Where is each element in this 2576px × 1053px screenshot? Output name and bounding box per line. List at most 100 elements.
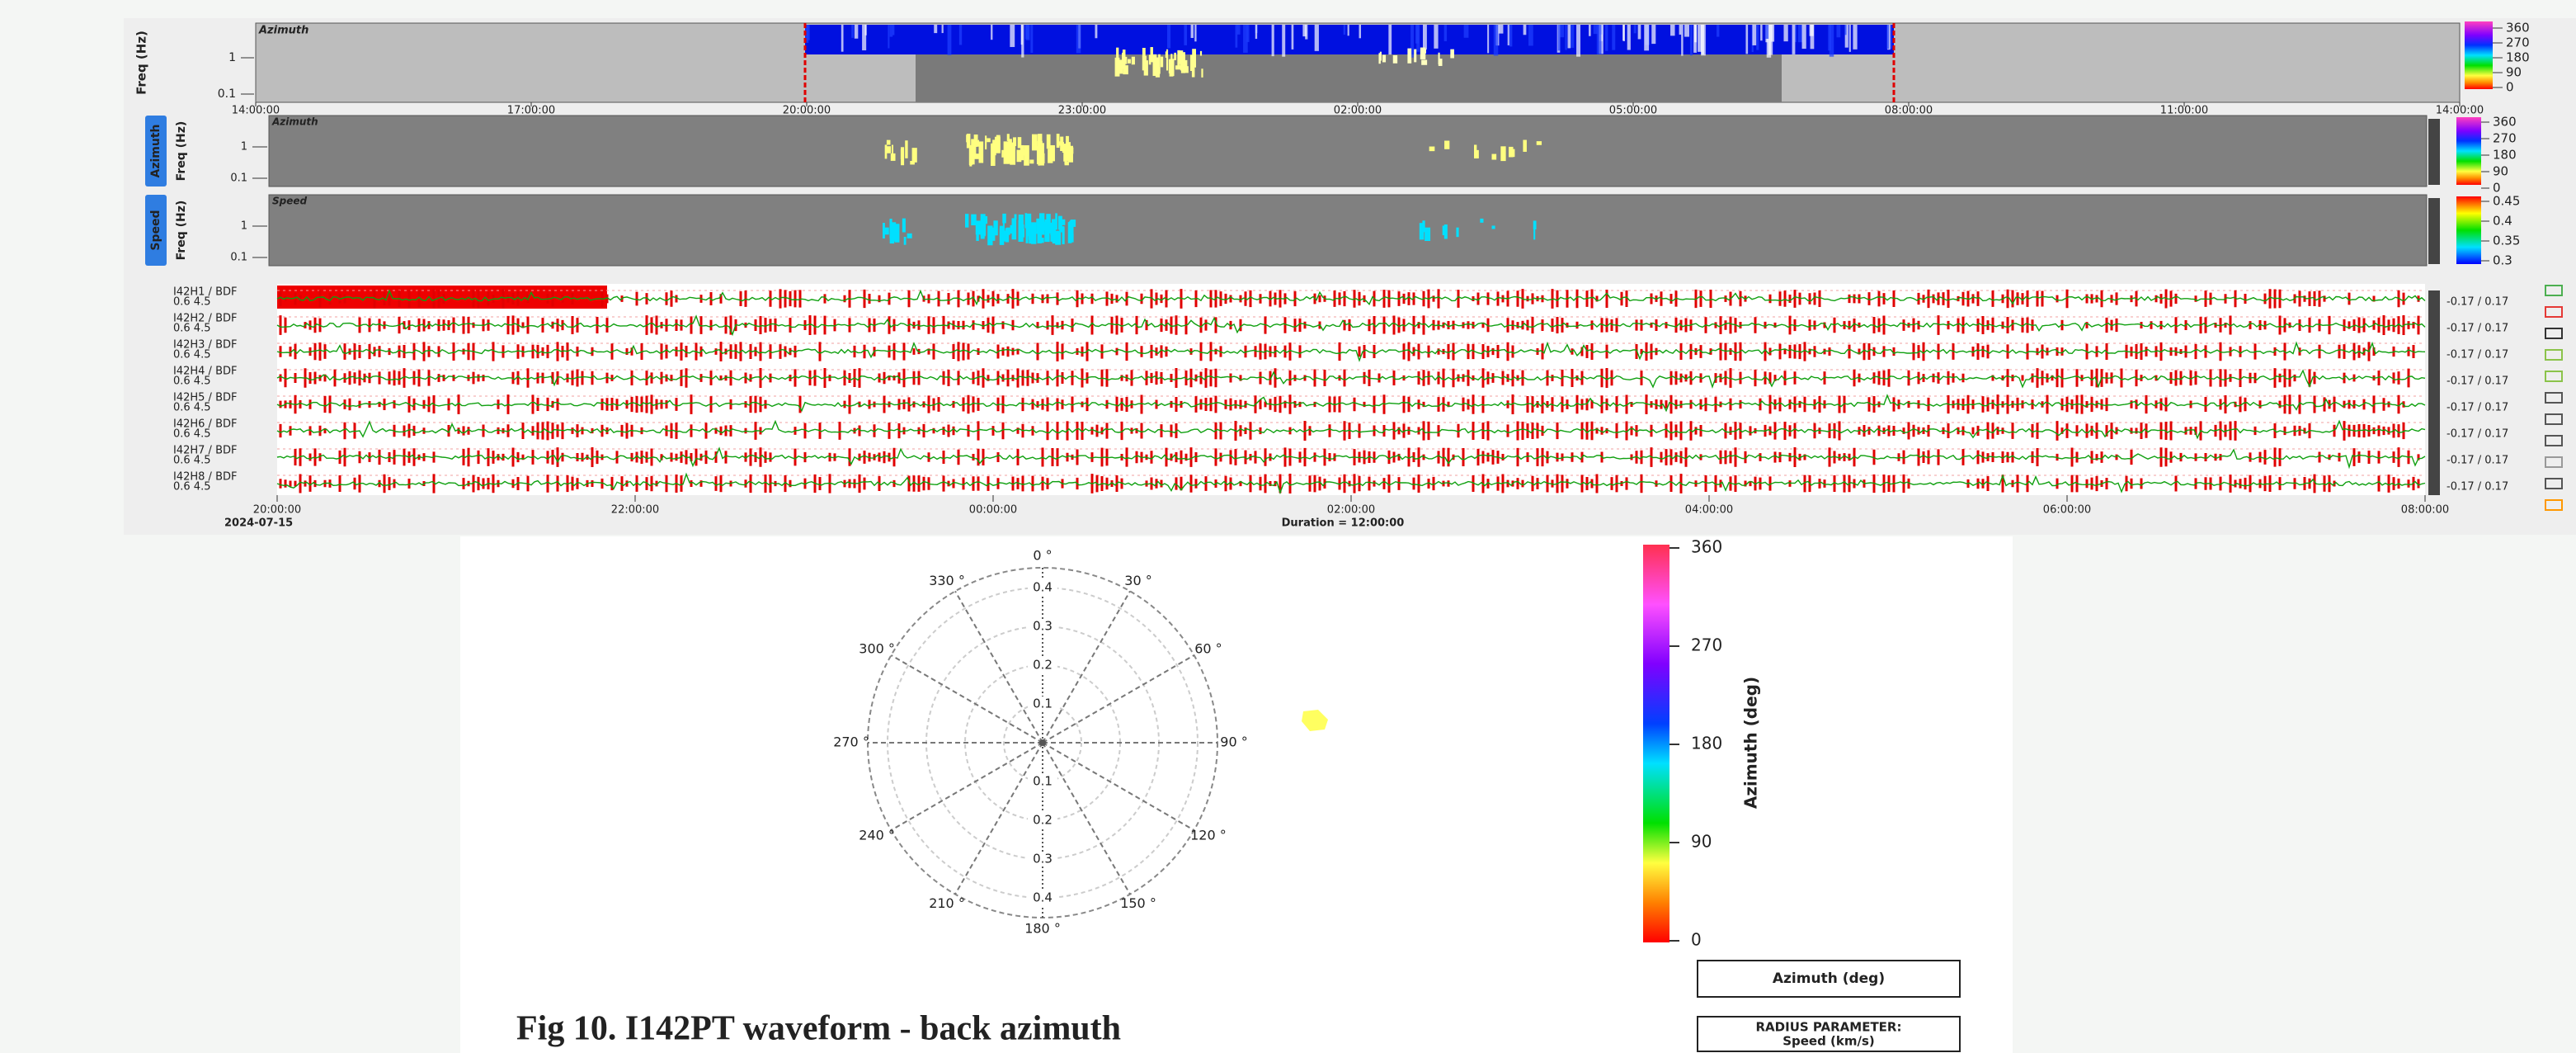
- radius-label: 0.3: [1033, 619, 1053, 634]
- band-streak: [1494, 25, 1498, 56]
- radius-label: 0.2: [1033, 813, 1053, 828]
- detection-blob: [1029, 234, 1034, 243]
- detection-blob: [1024, 145, 1029, 166]
- band-streak: [1025, 25, 1029, 39]
- scrollbar: [2428, 198, 2440, 264]
- band-streak: [1849, 25, 1851, 52]
- band-streak: [1243, 25, 1248, 53]
- detection-blob: [987, 225, 992, 245]
- band-streak: [959, 25, 962, 45]
- angle-label: 330 °: [929, 573, 965, 588]
- angle-label: 0 °: [1033, 548, 1052, 564]
- detection-blob: [892, 238, 895, 242]
- band-streak: [1236, 25, 1238, 48]
- band-streak: [1638, 25, 1641, 39]
- band-streak: [1783, 25, 1787, 41]
- detection-blob: [1407, 49, 1411, 64]
- detection-blob: [895, 224, 900, 243]
- x-tick-label: 20:00:00: [253, 504, 301, 517]
- detection-blob: [891, 153, 896, 161]
- angle-label: 30 °: [1124, 573, 1151, 588]
- detection-blob: [1055, 213, 1057, 229]
- detection-blob: [907, 234, 912, 238]
- channel-filter: 0.6 4.5: [173, 349, 210, 361]
- channel-filter: 0.6 4.5: [173, 455, 210, 467]
- radius-label: 0.4: [1033, 890, 1053, 905]
- y-tick-label: 0.1: [230, 172, 247, 185]
- band-streak: [1679, 25, 1682, 35]
- radius-label: 0.1: [1033, 696, 1053, 711]
- band-streak: [1670, 25, 1675, 35]
- y-tick-label: 1: [228, 51, 236, 64]
- band-streak: [1844, 25, 1846, 35]
- detection-blob: [1043, 153, 1044, 163]
- band-streak: [1305, 25, 1307, 40]
- detection-blob: [966, 135, 969, 142]
- detection-blob: [912, 148, 917, 163]
- y-tick-label: 0.1: [230, 252, 247, 264]
- band-streak: [1444, 25, 1447, 41]
- detection-blob: [972, 149, 975, 165]
- y-axis-label: Freq (Hz): [175, 201, 188, 261]
- band-streak: [1568, 25, 1571, 48]
- detection-blob: [1380, 52, 1382, 61]
- detection-blob: [1020, 229, 1024, 237]
- band-streak: [1021, 25, 1023, 45]
- colorbar-label: 90: [2493, 164, 2508, 179]
- band-streak: [1771, 25, 1774, 42]
- colorbar-label: 0: [2506, 80, 2514, 95]
- detection-blob: [1025, 213, 1028, 228]
- x-tick-label: 02:00:00: [1334, 105, 1382, 117]
- detection-blob: [1201, 68, 1203, 78]
- band-streak: [1811, 25, 1815, 49]
- colorbar-label: 0: [1691, 930, 1702, 950]
- x-tick-label: 14:00:00: [232, 105, 280, 117]
- panel-title: Speed: [272, 196, 308, 207]
- angle-label: 210 °: [929, 895, 965, 911]
- detection-blob: [1474, 144, 1476, 158]
- x-tick-label: 20:00:00: [783, 105, 831, 117]
- detection-blob: [1424, 49, 1426, 53]
- x-tick-label: 08:00:00: [2401, 504, 2449, 517]
- detection-blob: [1041, 238, 1044, 243]
- detection-blob: [1050, 223, 1054, 242]
- detection-blob: [1039, 213, 1044, 234]
- overview-title: Azimuth: [258, 25, 308, 37]
- detection-blob: [1059, 141, 1063, 145]
- detection-blob: [969, 145, 972, 165]
- panel-tab-label: Speed: [149, 210, 162, 250]
- band-streak: [1760, 25, 1762, 40]
- band-streak: [1605, 25, 1608, 51]
- overview-dark-region: [916, 54, 1782, 102]
- detection-blob: [1023, 149, 1025, 155]
- angle-label: 300 °: [859, 641, 895, 657]
- angle-label: 120 °: [1190, 828, 1227, 843]
- colorbar-label: 360: [2506, 21, 2530, 35]
- channel-scale: -0.17 / 0.17: [2446, 402, 2508, 414]
- band-streak: [1836, 25, 1840, 37]
- band-streak: [991, 25, 992, 40]
- channel-scale: -0.17 / 0.17: [2446, 481, 2508, 493]
- band-streak: [1612, 25, 1615, 50]
- detection-blob: [1048, 149, 1053, 163]
- detection-blob: [1509, 147, 1514, 158]
- detection-blob: [1057, 232, 1061, 239]
- detection-blob: [1156, 59, 1160, 78]
- overview-blue-band: [805, 25, 1894, 54]
- colorbar-label: 180: [2493, 148, 2517, 163]
- detection-blob: [1200, 51, 1202, 56]
- detection-blob: [1382, 54, 1386, 62]
- detection-blob: [1500, 146, 1505, 161]
- band-streak: [1315, 25, 1319, 51]
- band-streak: [1348, 25, 1349, 35]
- detection-blob: [1456, 228, 1458, 237]
- detection-blob: [1174, 53, 1176, 60]
- band-streak: [1416, 25, 1420, 52]
- date-label: 2024-07-15: [224, 517, 293, 530]
- band-streak: [948, 25, 952, 55]
- colorbar-label: 360: [2493, 115, 2517, 130]
- band-streak: [1622, 25, 1625, 41]
- legend-box-label: Speed (km/s): [1782, 1034, 1875, 1049]
- band-streak: [1886, 25, 1889, 49]
- band-streak: [1651, 25, 1655, 44]
